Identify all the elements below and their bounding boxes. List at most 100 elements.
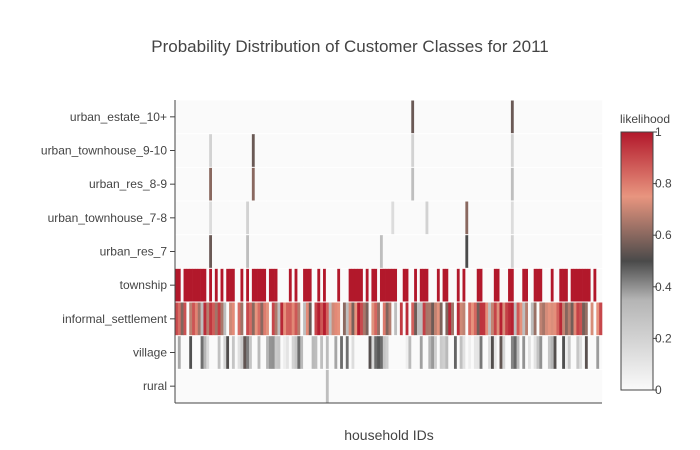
heatmap-cell (385, 134, 389, 167)
heatmap-cell (482, 369, 486, 403)
heatmap-cell (473, 302, 478, 336)
heatmap-cell (416, 201, 421, 235)
heatmap-cell (550, 336, 554, 369)
heatmap-cell (300, 268, 304, 302)
heatmap-cell (212, 336, 216, 369)
heatmap-cell (328, 201, 332, 235)
heatmap-cell (490, 201, 495, 235)
heatmap-cell (371, 302, 375, 336)
heatmap-cell (559, 201, 563, 235)
heatmap-cell (584, 134, 589, 167)
heatmap-cell (331, 235, 335, 268)
heatmap-cell (323, 100, 327, 134)
heatmap-cell (379, 100, 384, 134)
heatmap-cell (189, 369, 193, 403)
heatmap-cell (582, 302, 586, 336)
heatmap-cell (422, 302, 426, 336)
heatmap-cell (459, 302, 463, 336)
heatmap-cell (547, 369, 552, 403)
heatmap-cell (448, 201, 452, 235)
heatmap-cell (243, 369, 247, 403)
heatmap-cell (192, 100, 196, 134)
heatmap-cell (596, 369, 600, 403)
heatmap-cell (462, 100, 466, 134)
heatmap-cell (203, 235, 207, 268)
heatmap-cell (200, 201, 204, 235)
heatmap-cell (476, 167, 480, 201)
heatmap-row-township (175, 268, 603, 302)
heatmap-cell (277, 100, 281, 134)
heatmap-cell (456, 268, 460, 302)
heatmap-cell (570, 167, 574, 201)
heatmap-cell (499, 268, 503, 302)
heatmap-cell (345, 134, 349, 167)
heatmap-cell (456, 167, 460, 201)
heatmap-cell (510, 201, 515, 235)
heatmap-cell (471, 336, 475, 369)
heatmap-cell (567, 302, 571, 336)
heatmap-cell (303, 235, 307, 268)
heatmap-cell (297, 201, 301, 235)
heatmap-cell (439, 235, 443, 268)
heatmap-cell (419, 369, 423, 403)
heatmap-cell (550, 167, 554, 201)
heatmap-cell (462, 336, 466, 369)
heatmap-cell (351, 201, 355, 235)
heatmap-cell (203, 201, 207, 235)
heatmap-cell (323, 167, 327, 201)
heatmap-cell (451, 100, 455, 134)
heatmap-cell (377, 369, 381, 403)
heatmap-cell (570, 268, 574, 302)
heatmap-row-urban_townhouse_9-10 (175, 134, 603, 167)
heatmap-cell (411, 201, 415, 235)
heatmap-cell (539, 134, 543, 167)
heatmap-cell (499, 100, 503, 134)
heatmap-cell (510, 134, 515, 167)
heatmap-cell (550, 235, 554, 268)
heatmap-cell (411, 268, 415, 302)
heatmap-cell (294, 100, 298, 134)
heatmap-cell (451, 167, 455, 201)
heatmap-cell (357, 100, 361, 134)
heatmap-cell (414, 167, 418, 201)
heatmap-cell (237, 100, 241, 134)
heatmap-cell (337, 167, 341, 201)
heatmap-cell (360, 369, 364, 403)
y-tick-label: urban_res_7 (100, 245, 168, 259)
heatmap-cell (502, 235, 506, 268)
heatmap-cell (263, 134, 267, 167)
heatmap-cell (254, 336, 258, 369)
heatmap-cell (368, 268, 372, 302)
heatmap-cell (251, 235, 256, 268)
heatmap-cell (291, 268, 295, 302)
heatmap-cell (567, 134, 571, 167)
heatmap-cell (337, 302, 341, 336)
heatmap-cell (522, 100, 526, 134)
heatmap-cell (320, 369, 324, 403)
heatmap-cell (317, 268, 321, 302)
heatmap-cell (308, 268, 312, 302)
heatmap-cell (550, 100, 554, 134)
heatmap-cell (490, 100, 495, 134)
heatmap-cell (300, 302, 304, 336)
heatmap-cell (448, 134, 452, 167)
heatmap-cell (465, 369, 469, 403)
heatmap-cell (365, 369, 369, 403)
heatmap-cell (599, 268, 603, 302)
heatmap-cell (596, 268, 600, 302)
heatmap-cell (342, 302, 347, 336)
heatmap-cell (294, 302, 298, 336)
heatmap-cell (388, 369, 392, 403)
heatmap-cell (513, 167, 517, 201)
heatmap-cell (229, 336, 233, 369)
heatmap-cell (513, 336, 517, 369)
heatmap-cell (553, 235, 557, 268)
heatmap-cell (206, 100, 210, 134)
heatmap-cell (214, 235, 218, 268)
heatmap-cell (547, 134, 552, 167)
heatmap-cell (260, 134, 264, 167)
heatmap-cell (536, 201, 540, 235)
heatmap-cell (547, 268, 552, 302)
heatmap-cell (345, 100, 349, 134)
colorbar-tick-label: 0.6 (655, 228, 672, 242)
